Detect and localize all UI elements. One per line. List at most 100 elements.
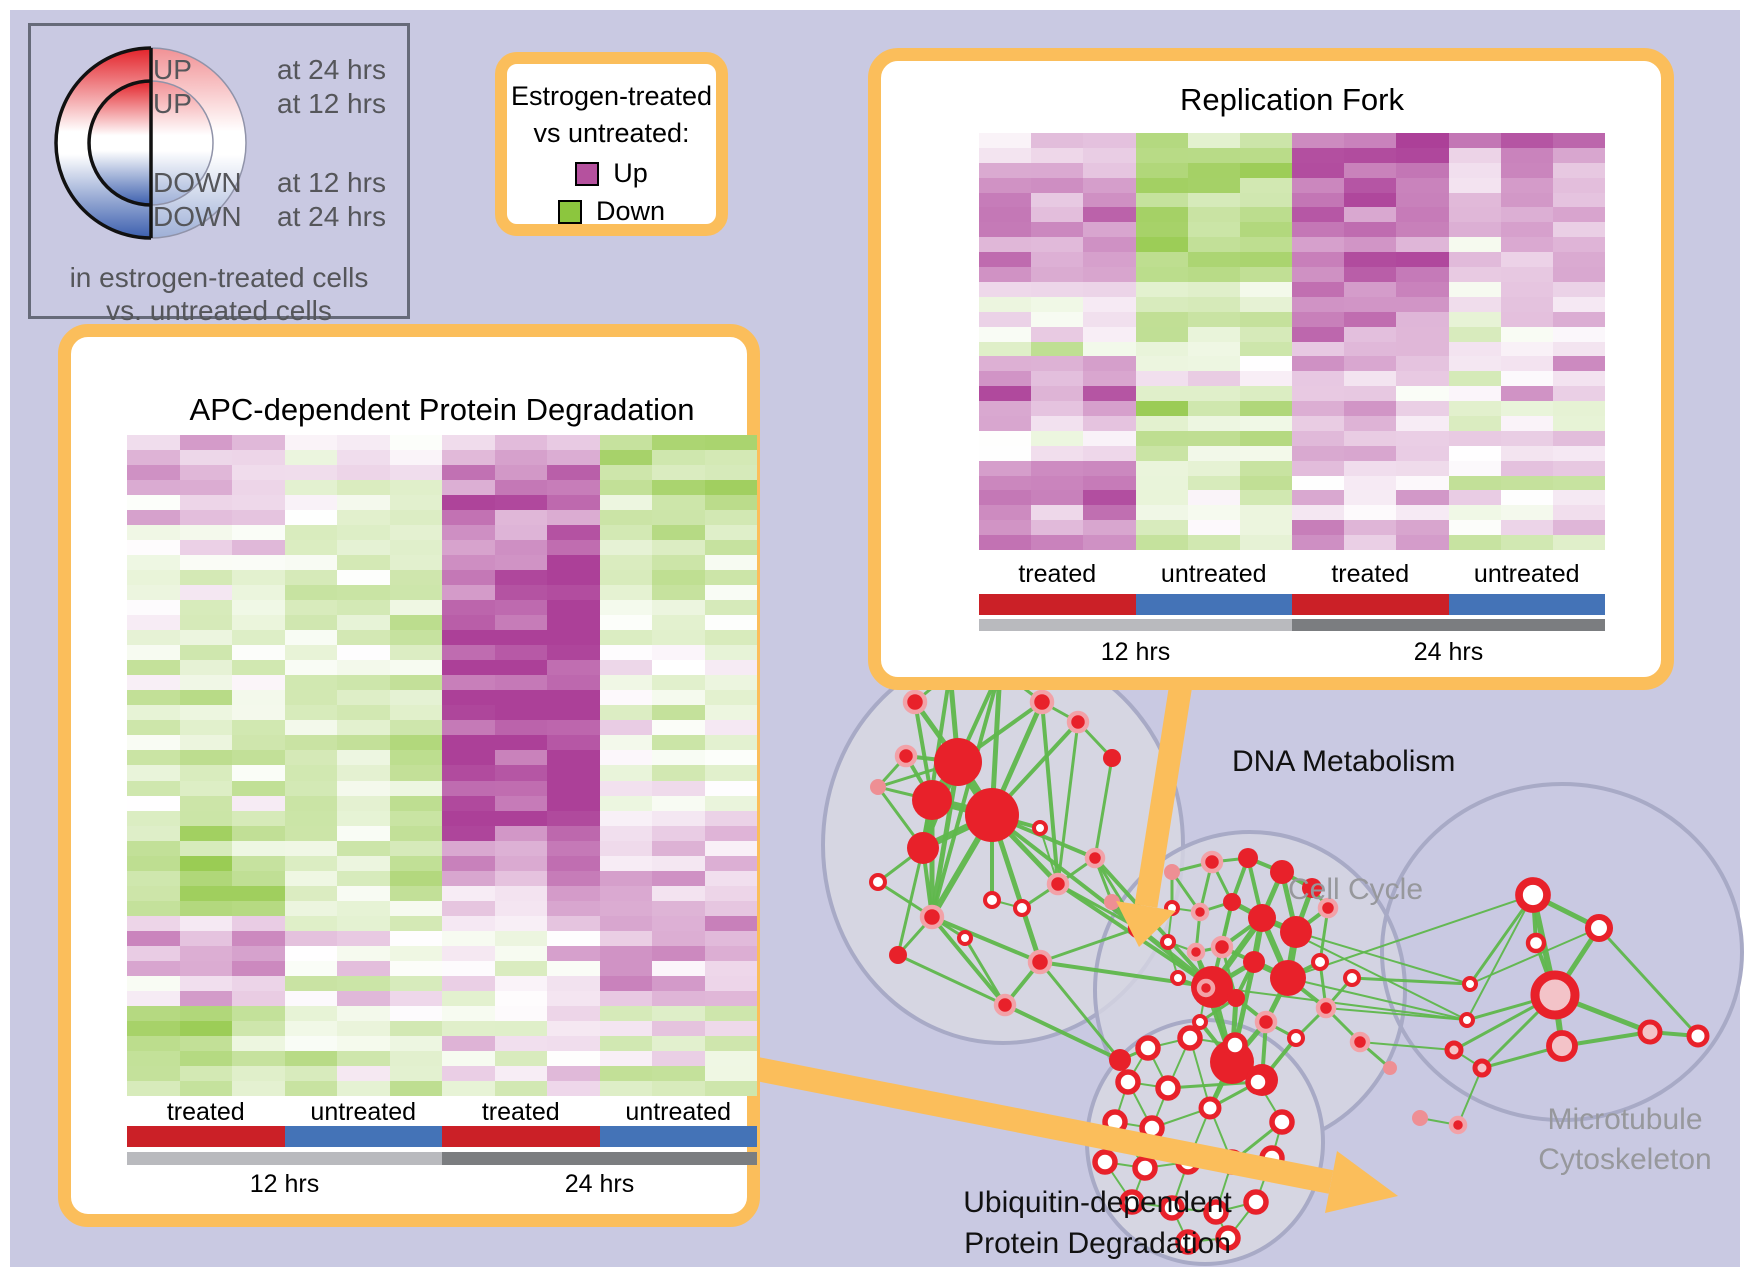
legend-item-down: Down <box>557 196 665 227</box>
network-node <box>1515 877 1551 913</box>
heatmap-cell <box>599 885 652 901</box>
heatmap-cell <box>284 480 337 496</box>
heatmap-cell <box>1500 460 1553 476</box>
heatmap-cell <box>1031 326 1084 342</box>
network-node <box>1175 1229 1201 1255</box>
heatmap-cell <box>284 555 337 571</box>
heatmap-cell <box>1500 371 1553 387</box>
heatmap-cell <box>284 495 337 511</box>
heatmap-cell <box>389 735 442 751</box>
apc-untreated-24-bar <box>599 1126 757 1147</box>
heatmap-cell <box>1292 281 1345 297</box>
network-node <box>1444 1040 1464 1060</box>
heatmap-cell <box>179 825 232 841</box>
heatmap-cell <box>547 645 600 661</box>
heatmap-cell <box>1187 326 1240 342</box>
heatmap-cell <box>1239 445 1292 461</box>
heatmap-cell <box>1448 207 1501 223</box>
heatmap-cell <box>179 555 232 571</box>
heatmap-cell <box>979 326 1032 342</box>
apc-group-treated-12: treated <box>166 1098 245 1126</box>
heatmap-cell <box>232 900 285 916</box>
panel-arrows <box>754 650 1398 1213</box>
heatmap-cell <box>442 705 495 721</box>
heatmap-cell <box>1083 207 1136 223</box>
heatmap-cell <box>442 810 495 826</box>
heatmap-cell <box>337 585 390 601</box>
heatmap-cell <box>442 585 495 601</box>
heatmap-cell <box>704 765 757 781</box>
heatmap-cell <box>599 555 652 571</box>
heatmap-cell <box>1552 222 1605 238</box>
heatmap-cell <box>1292 401 1345 416</box>
heatmap-cell <box>494 1065 547 1081</box>
heatmap-cell <box>179 1050 232 1066</box>
heatmap-cell <box>979 296 1032 312</box>
heatmap-cell <box>1031 222 1084 238</box>
heatmap-cell <box>389 810 442 826</box>
heatmap-cell <box>1135 356 1188 372</box>
heatmap-cell <box>652 510 705 526</box>
heatmap-cell <box>1083 267 1136 282</box>
heatmap-cell <box>652 750 705 766</box>
network-node <box>1270 860 1294 884</box>
heatmap-cell <box>337 780 390 796</box>
heatmap-cell <box>1292 371 1345 387</box>
network-node <box>934 738 982 786</box>
network-node <box>1637 1019 1663 1045</box>
heatmap-cell <box>1552 252 1605 268</box>
network-node <box>1287 1029 1305 1047</box>
network-node <box>1243 1189 1269 1215</box>
heatmap-cell <box>1292 267 1345 282</box>
network-node <box>1280 916 1312 948</box>
heatmap-cell <box>389 615 442 631</box>
heatmap-cell <box>127 645 180 661</box>
heatmap-cell <box>1031 356 1084 372</box>
network-node <box>1530 970 1580 1020</box>
heatmap-cell <box>1083 535 1136 550</box>
heatmap-cell <box>704 540 757 556</box>
heatmap-cell <box>1396 415 1449 431</box>
heatmap-cell <box>179 915 232 931</box>
heatmap-cell <box>704 570 757 586</box>
heatmap-cell <box>337 525 390 541</box>
heatmap-cell <box>979 490 1032 506</box>
heatmap-cell <box>1239 386 1292 402</box>
network-node <box>870 779 886 795</box>
heatmap-cell <box>494 930 547 946</box>
heatmap-cell <box>389 600 442 616</box>
heatmap-cell <box>704 930 757 946</box>
heatmap-cell <box>127 495 180 511</box>
heatmap-cell <box>442 540 495 556</box>
heatmap-cell <box>494 495 547 511</box>
heatmap-cell <box>232 540 285 556</box>
heatmap-cell <box>284 885 337 901</box>
ring-legend-down-12: DOWN <box>153 167 242 198</box>
heatmap-cell <box>389 960 442 976</box>
heatmap-cell <box>1344 415 1397 431</box>
heatmap-cell <box>232 840 285 856</box>
heatmap-cell <box>389 1065 442 1081</box>
heatmap-cell <box>979 162 1032 178</box>
heatmap-cell <box>1396 252 1449 268</box>
heatmap-cell <box>389 870 442 886</box>
heatmap-cell <box>179 975 232 991</box>
heatmap-cell <box>1135 386 1188 402</box>
network-node <box>1186 942 1206 962</box>
network-node <box>983 891 1001 909</box>
heatmap-cell <box>1396 341 1449 357</box>
heatmap-cell <box>127 525 180 541</box>
heatmap-cell <box>1344 490 1397 506</box>
network-node <box>957 930 973 946</box>
heatmap-cell <box>1239 430 1292 446</box>
heatmap-cell <box>1239 296 1292 312</box>
heatmap-cell <box>1083 252 1136 268</box>
heatmap-cell <box>232 495 285 511</box>
heatmap-cell <box>547 1035 600 1051</box>
heatmap-cell <box>599 795 652 811</box>
heatmap-cell <box>179 510 232 526</box>
heatmap-cell <box>284 870 337 886</box>
heatmap-cell <box>1500 356 1553 372</box>
heatmap-cell <box>599 630 652 646</box>
heatmap-cell <box>1031 445 1084 461</box>
